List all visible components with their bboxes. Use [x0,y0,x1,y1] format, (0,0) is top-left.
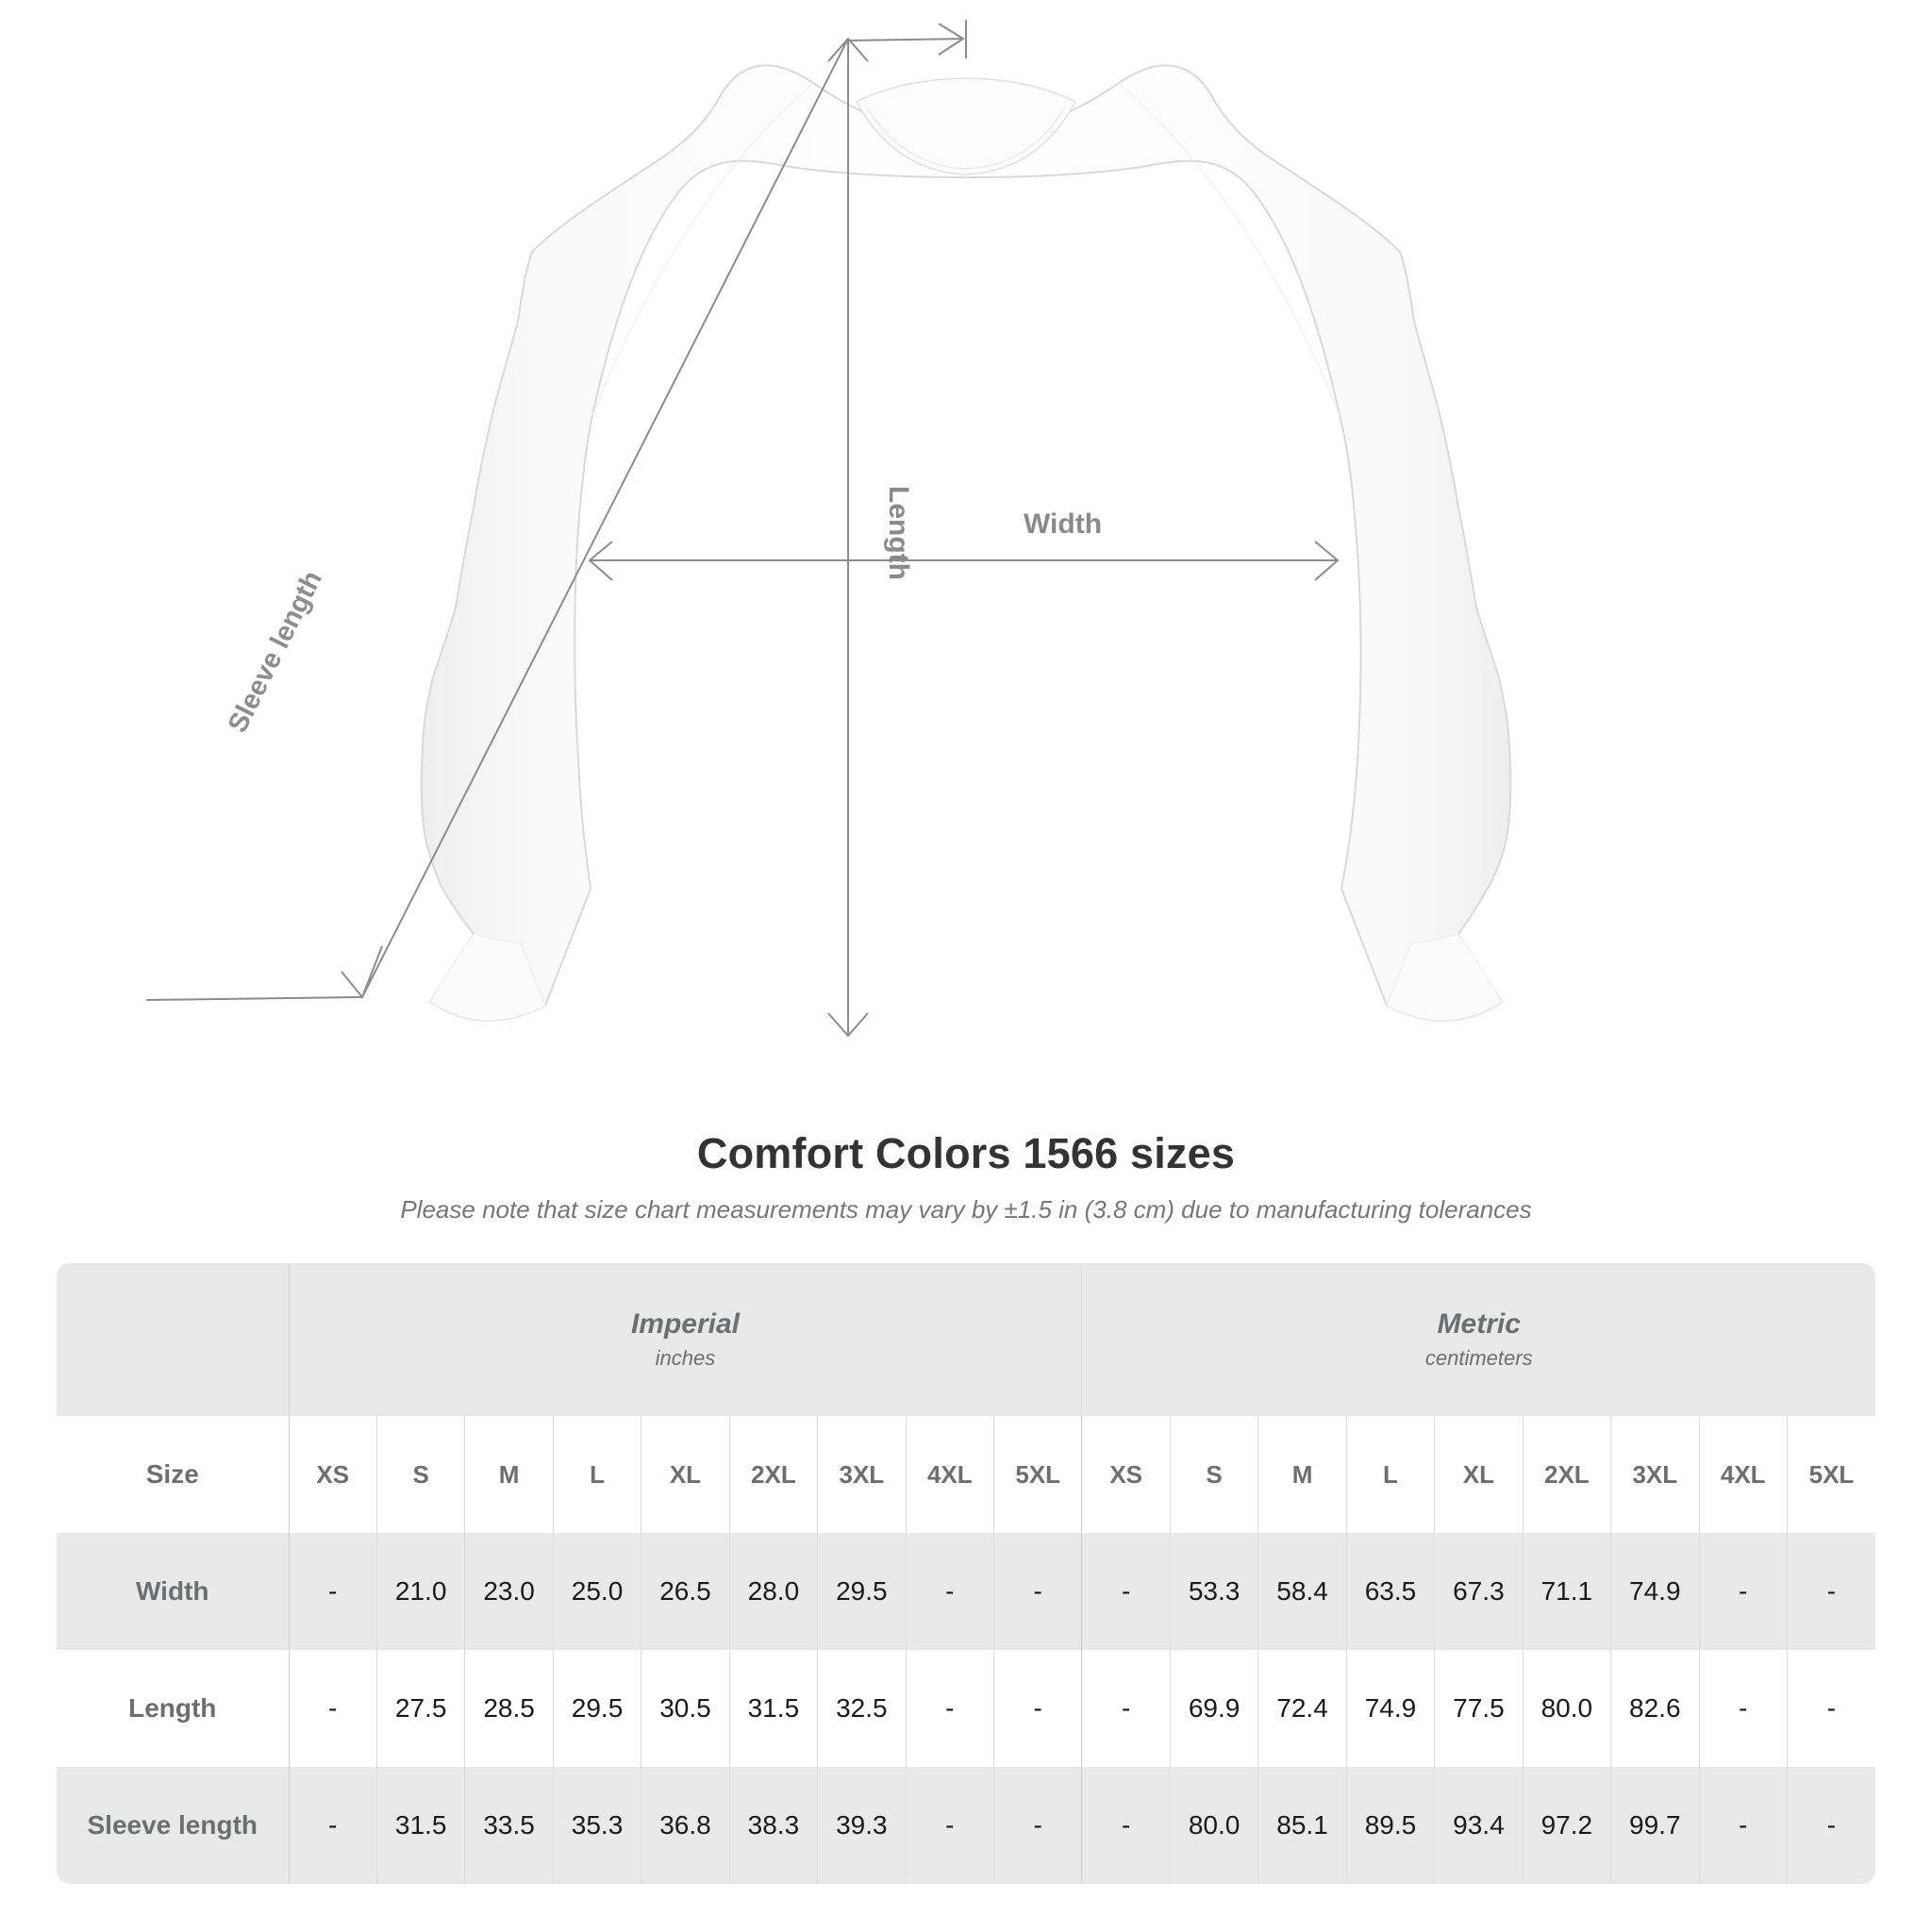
svg-text:Width: Width [1024,508,1102,540]
svg-text:Length: Length [883,486,914,580]
svg-text:Sleeve length: Sleeve length [223,566,328,738]
